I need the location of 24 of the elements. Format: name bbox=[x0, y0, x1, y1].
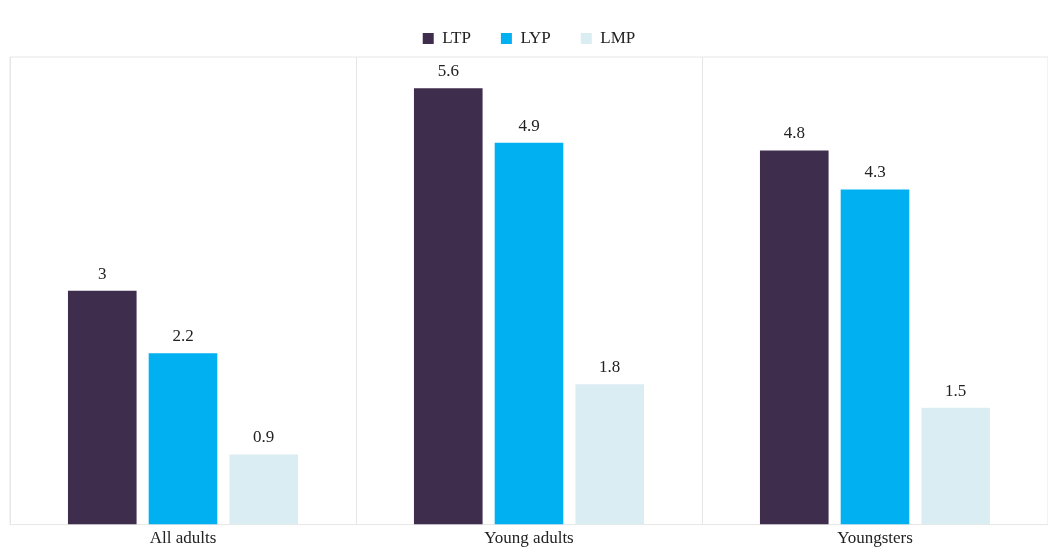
data-label: 1.5 bbox=[945, 380, 967, 400]
data-label: 4.3 bbox=[864, 162, 886, 182]
legend-label: LTP bbox=[442, 27, 471, 47]
data-label: 3 bbox=[98, 263, 107, 283]
x-tick-label: Youngsters bbox=[837, 528, 913, 548]
data-label: 0.9 bbox=[253, 427, 275, 447]
bar bbox=[67, 290, 137, 525]
data-label: 4.8 bbox=[783, 123, 805, 143]
bar bbox=[921, 407, 991, 525]
legend-label: LYP bbox=[520, 27, 551, 47]
x-tick-label: Young adults bbox=[484, 528, 574, 548]
bar bbox=[494, 142, 564, 525]
bar bbox=[148, 353, 218, 525]
data-label: 4.9 bbox=[518, 115, 540, 135]
legend-label: LMP bbox=[600, 27, 636, 47]
bar bbox=[575, 384, 645, 525]
data-label: 5.6 bbox=[437, 61, 459, 81]
data-label: 1.8 bbox=[599, 357, 621, 377]
bar bbox=[413, 88, 483, 525]
data-label: 2.2 bbox=[172, 326, 194, 346]
x-tick-label: All adults bbox=[149, 528, 217, 548]
bar bbox=[840, 189, 910, 525]
bar bbox=[759, 150, 829, 525]
bar bbox=[229, 454, 299, 525]
